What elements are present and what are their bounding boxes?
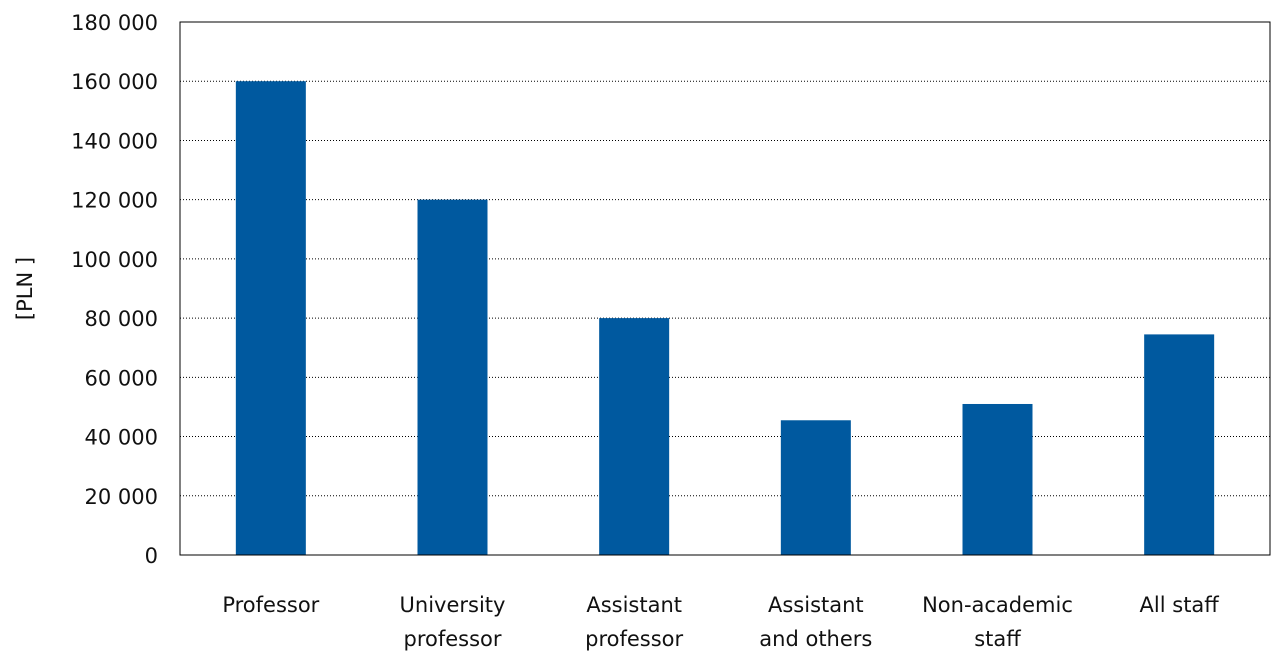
x-axis-labels: Professor University professor Assistant pro… [222,593,1219,651]
y-tick-label: 140 000 [71,129,158,153]
gridlines [180,80,1270,497]
bar [962,403,1033,555]
x-tick-label: Non-academic staff [922,593,1073,651]
y-tick-label: 160 000 [71,70,158,94]
y-axis-ticks: 0 20 000 40 000 60 000 80 000 100 000 120 000 1… [71,11,158,568]
bar [417,199,488,555]
y-tick-label: 80 000 [85,307,158,331]
plot-frame [179,21,1271,556]
bar [1144,334,1215,555]
bar [235,81,306,555]
y-tick-label: 100 000 [71,248,158,272]
y-tick-label: 60 000 [85,366,158,390]
y-axis-title: [PLN ] [13,257,37,320]
y-tick-label: 0 [145,544,158,568]
bars [235,81,1215,555]
y-tick-label: 40 000 [85,426,158,450]
bar [780,420,851,555]
y-tick-label: 180 000 [71,11,158,35]
x-tick-label: University professor [400,593,506,651]
y-tick-label: 120 000 [71,189,158,213]
bar [599,318,670,555]
x-tick-label: All staff [1140,593,1220,617]
x-tick-label: Assistant professor [585,593,683,651]
y-tick-label: 20 000 [85,485,158,509]
x-tick-label: Assistant and others [759,593,872,651]
x-tick-label: Professor [222,593,319,617]
